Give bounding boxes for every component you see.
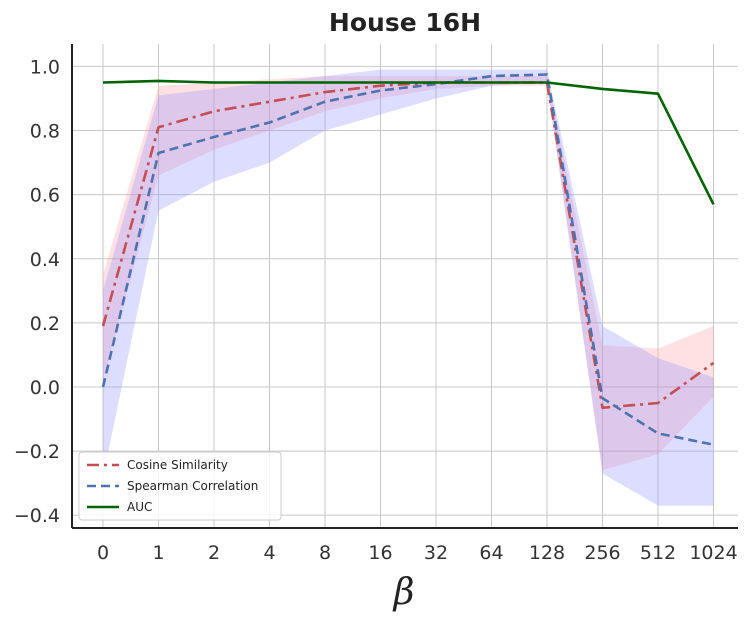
x-axis-label: β	[392, 572, 415, 613]
y-tick-label: −0.2	[14, 441, 60, 463]
series-line-1	[101, 73, 714, 446]
x-tick-label: 16	[368, 542, 392, 564]
x-tick-label: 4	[263, 542, 275, 564]
y-tick-label: 0.2	[30, 313, 60, 335]
x-tick-label: 0	[97, 542, 109, 564]
y-tick-label: 0.8	[30, 121, 60, 143]
legend: Cosine Similarity Spearman Correlation AUC	[78, 451, 282, 521]
confidence-band-0	[103, 76, 714, 471]
x-tick-label: 32	[424, 542, 448, 564]
y-tick-label: −0.4	[14, 505, 60, 527]
y-tick-label: 1.0	[30, 56, 60, 78]
y-tick-label: 0.6	[30, 185, 60, 207]
x-tick-label: 64	[479, 542, 503, 564]
x-tick-label: 2	[208, 542, 220, 564]
x-tick-label: 1	[152, 542, 164, 564]
x-tick-label: 512	[640, 542, 676, 564]
plot-area: −0.4 −0.2 0.0 0.2 0.4 0.6 0.8 1.0 0 1 2 4 8 16 32 64 128…	[14, 44, 738, 564]
series-line-2	[102, 79, 715, 205]
x-tick-label: 1024	[689, 542, 737, 564]
x-tick-label: 256	[584, 542, 620, 564]
x-tick-label: 128	[529, 542, 565, 564]
chart-title: House 16H	[329, 8, 481, 37]
x-tick-label: 8	[319, 542, 331, 564]
legend-label-0: Cosine Similarity	[127, 458, 228, 472]
y-tick-label: 0.0	[30, 377, 60, 399]
legend-label-1: Spearman Correlation	[127, 479, 258, 493]
y-tick-label: 0.4	[30, 249, 60, 271]
series-line-0	[101, 81, 715, 410]
confidence-band-1	[103, 69, 714, 506]
legend-label-2: AUC	[127, 500, 152, 514]
legend-box	[78, 451, 282, 521]
